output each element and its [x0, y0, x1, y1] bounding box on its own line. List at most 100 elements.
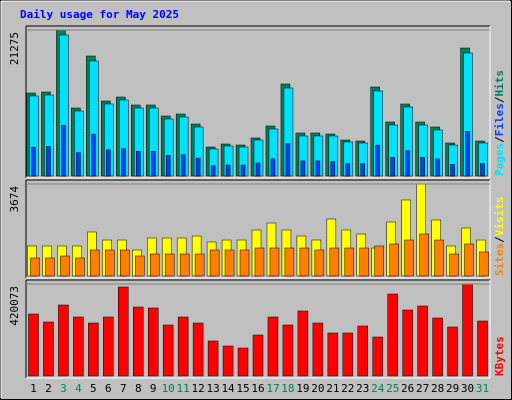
bar	[404, 239, 414, 277]
bar	[417, 305, 428, 377]
x-tick-label: 14	[221, 382, 235, 395]
bar	[58, 304, 69, 377]
bar	[315, 160, 321, 177]
x-tick-label: 7	[120, 382, 127, 395]
bar	[447, 326, 458, 377]
bar	[46, 146, 51, 177]
bar	[477, 320, 488, 377]
bar	[45, 257, 55, 277]
bar	[149, 253, 160, 277]
bar	[31, 146, 36, 177]
bar	[434, 239, 444, 277]
x-tick-label: 20	[311, 382, 324, 395]
bar	[464, 243, 474, 277]
bar	[255, 162, 261, 177]
bar	[432, 317, 443, 377]
bar	[76, 152, 81, 177]
bar	[360, 163, 366, 177]
bar	[450, 164, 455, 177]
bar	[387, 293, 398, 377]
bar	[300, 160, 306, 177]
x-tick-label: 31	[476, 382, 489, 395]
bar	[88, 322, 99, 377]
legend-entry: Visits	[493, 197, 506, 237]
bar	[374, 245, 384, 277]
legend-separator: /	[493, 236, 506, 243]
x-tick-label: 8	[135, 382, 142, 395]
x-tick-label: 11	[177, 382, 190, 395]
bar	[91, 133, 96, 177]
bar	[162, 324, 174, 377]
bar	[180, 154, 186, 177]
bar	[254, 247, 265, 277]
x-tick-label: 26	[401, 382, 414, 395]
bar	[195, 157, 201, 177]
bar	[462, 283, 473, 377]
bar	[30, 257, 40, 277]
bar	[106, 149, 111, 177]
bar	[222, 345, 234, 377]
x-tick-label: 15	[236, 382, 249, 395]
x-tick-label: 29	[446, 382, 459, 395]
bar	[359, 247, 370, 277]
bar	[209, 249, 220, 277]
bar	[299, 247, 310, 277]
bar	[405, 150, 410, 177]
x-tick-label: 10	[162, 382, 175, 395]
legend-entry: Pages	[493, 143, 506, 176]
legend-entry: Hits	[493, 70, 506, 97]
x-tick-label: 3	[60, 382, 67, 395]
bar	[375, 144, 380, 177]
bar	[240, 164, 246, 177]
x-tick-label: 28	[431, 382, 444, 395]
bar	[120, 249, 130, 277]
legend-entry: KBytes	[493, 336, 506, 376]
legend-separator: /	[493, 136, 506, 143]
bar	[121, 148, 126, 177]
x-tick-label: 18	[281, 382, 294, 395]
x-tick-label: 30	[461, 382, 474, 395]
bar	[329, 247, 340, 277]
bar	[136, 151, 141, 177]
x-tick-label: 24	[371, 382, 385, 395]
bar	[90, 249, 100, 277]
bar	[164, 253, 175, 277]
x-tick-label: 12	[192, 382, 205, 395]
bar	[28, 313, 39, 377]
y-tick-label: 3674	[8, 186, 21, 213]
bar	[267, 316, 279, 377]
x-tick-label: 5	[90, 382, 97, 395]
legend-entry: Sites	[493, 243, 506, 276]
bar	[420, 157, 425, 177]
bar	[103, 316, 114, 377]
bar	[312, 322, 324, 377]
bar	[239, 249, 250, 277]
bar	[237, 347, 249, 377]
x-tick-label: 22	[341, 382, 354, 395]
legend-separator: /	[493, 96, 506, 103]
x-tick-label: 19	[296, 382, 309, 395]
x-tick-label: 21	[326, 382, 339, 395]
bar	[282, 324, 294, 377]
bar	[465, 131, 470, 177]
bar	[147, 307, 159, 377]
legend: Pages/Files/Hits	[493, 70, 506, 176]
bar	[210, 165, 216, 177]
bar	[177, 316, 189, 377]
bar	[479, 251, 489, 277]
x-tick-label: 1	[30, 382, 37, 395]
bar	[327, 332, 339, 377]
bar	[357, 325, 369, 377]
bar	[390, 157, 395, 177]
x-tick-label: 13	[206, 382, 219, 395]
bar	[105, 249, 115, 277]
x-tick-label: 4	[75, 382, 82, 395]
bar	[342, 332, 354, 377]
bar	[194, 253, 205, 277]
bar	[270, 158, 276, 177]
bar	[480, 163, 485, 177]
x-tick-label: 2	[45, 382, 52, 395]
bar	[330, 161, 336, 177]
bar	[150, 151, 156, 177]
